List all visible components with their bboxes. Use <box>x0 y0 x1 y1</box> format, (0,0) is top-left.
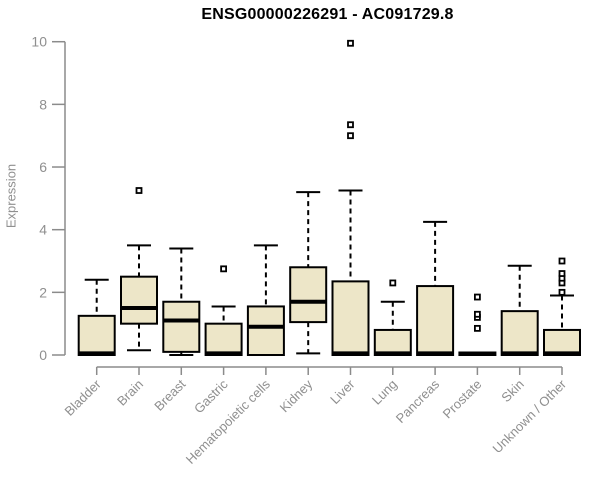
box-bladder <box>77 314 116 356</box>
y-tick-label: 0 <box>39 347 47 363</box>
x-tick-label-pancreas: Pancreas <box>393 376 443 426</box>
y-tick-label: 4 <box>39 222 47 238</box>
box-lung <box>373 328 412 357</box>
chart-title: ENSG00000226291 - AC091729.8 <box>201 6 454 23</box>
box-hematopoietic-cells <box>246 305 285 357</box>
box-pancreas <box>416 285 455 357</box>
x-tick-label-kidney: Kidney <box>277 376 316 415</box>
outlier-point-lung <box>389 279 397 287</box>
box-breast <box>162 300 201 353</box>
outlier-point-liver <box>347 39 354 47</box>
box-kidney <box>289 266 328 324</box>
outlier-point-prostate <box>473 324 481 332</box>
outlier-point-unknown-other <box>558 257 566 265</box>
x-tick-label-prostate: Prostate <box>440 377 485 422</box>
outlier-point-unknown-other <box>558 270 566 277</box>
x-tick-label-bladder: Bladder <box>62 376 105 419</box>
box-liver <box>331 280 370 357</box>
box-skin <box>500 310 539 356</box>
x-tick-label-gastric: Gastric <box>191 376 231 416</box>
x-tick-label-skin: Skin <box>498 377 526 405</box>
outlier-point-liver <box>347 121 354 129</box>
box-brain <box>120 275 158 325</box>
outlier-point-prostate <box>473 310 481 318</box>
y-tick-label: 10 <box>31 34 47 50</box>
x-tick-label-breast: Breast <box>151 376 188 413</box>
y-tick-label: 8 <box>39 96 47 112</box>
x-tick-label-lung: Lung <box>369 377 400 408</box>
y-tick-label: 6 <box>39 159 47 175</box>
box-unknown-other <box>543 328 581 357</box>
outlier-point-unknown-other <box>558 288 566 296</box>
y-axis-title: Expression <box>3 163 19 229</box>
outlier-point-liver <box>347 132 354 140</box>
outlier-point-prostate <box>473 293 481 301</box>
outlier-point-brain <box>135 187 143 194</box>
outlier-point-gastric <box>220 265 228 273</box>
x-tick-label-unknown-other: Unknown / Other <box>490 376 570 456</box>
x-tick-label-liver: Liver <box>327 376 358 407</box>
x-tick-label-brain: Brain <box>114 377 146 409</box>
y-tick-label: 2 <box>39 284 47 300</box>
box-gastric <box>204 322 243 357</box>
